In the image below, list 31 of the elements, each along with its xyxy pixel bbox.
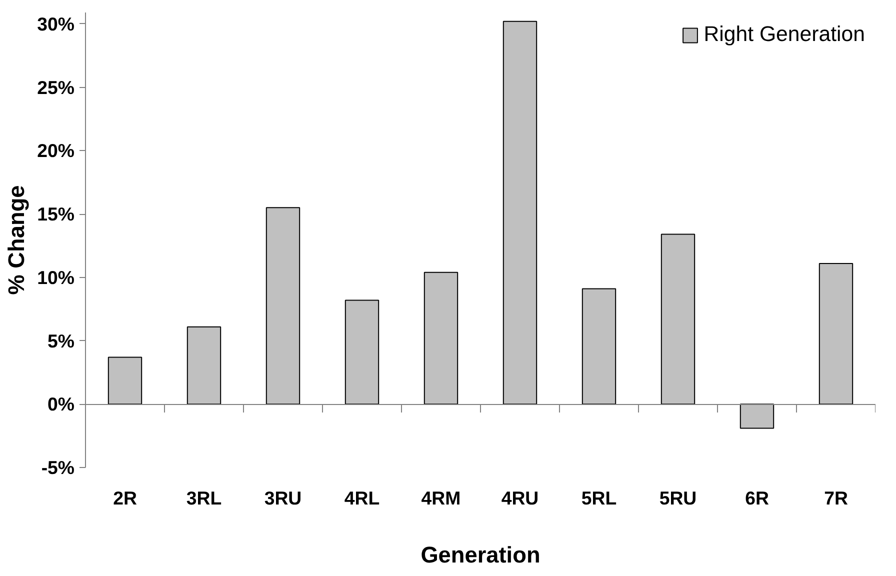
legend-label: Right Generation: [704, 22, 865, 47]
x-tick-label: 4RM: [421, 488, 461, 508]
y-tick-label: 5%: [48, 330, 75, 352]
y-tick-label: 15%: [37, 204, 75, 225]
y-tick-label: 30%: [37, 13, 75, 34]
bar: [740, 404, 774, 429]
bar: [424, 272, 458, 405]
x-tick-label: 2R: [113, 488, 138, 508]
y-axis-title: % Change: [3, 185, 30, 295]
x-tick-label: 7R: [824, 488, 848, 508]
bar: [266, 207, 300, 405]
y-tick-label: 20%: [37, 140, 75, 162]
x-tick-label: 3RU: [264, 488, 302, 508]
bar: [502, 20, 538, 405]
bar: [660, 234, 696, 405]
y-tick-label: 10%: [37, 266, 75, 288]
y-tick-label: 0%: [48, 394, 75, 415]
x-tick-label: 5RU: [659, 488, 697, 508]
x-tick-label: 3RL: [186, 488, 222, 508]
bar: [818, 262, 854, 405]
bar: [186, 326, 222, 405]
x-tick-label: 4RU: [501, 488, 539, 508]
y-tick-label: -5%: [41, 457, 75, 478]
bar: [344, 300, 380, 405]
x-tick-label: 4RL: [344, 488, 380, 508]
y-tick-label: 25%: [37, 76, 75, 98]
bar: [108, 356, 142, 405]
x-axis-title: Generation: [420, 542, 540, 568]
bar: [582, 288, 616, 405]
x-tick-label: 6R: [745, 488, 770, 508]
x-tick-label: 5RL: [581, 488, 617, 508]
